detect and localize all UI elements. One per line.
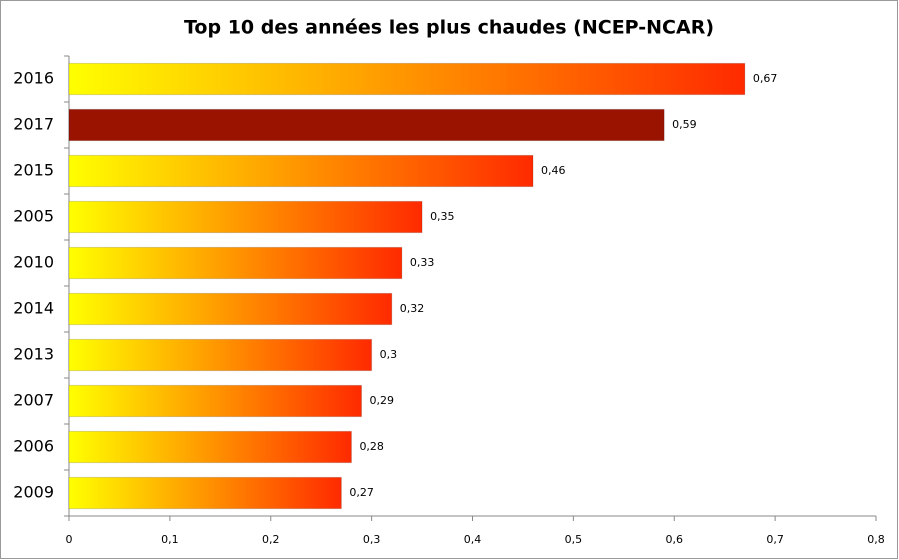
value-label: 0,27 xyxy=(349,486,374,499)
y-tick-label: 2005 xyxy=(13,207,54,226)
bar xyxy=(68,430,352,464)
x-tick-label: 0,8 xyxy=(867,533,885,546)
bar xyxy=(68,108,665,142)
bar xyxy=(68,476,342,510)
x-tick-label: 0,7 xyxy=(766,533,784,546)
bar xyxy=(68,246,403,280)
x-tick-label: 0,3 xyxy=(363,533,381,546)
y-tick-label: 2006 xyxy=(13,437,54,456)
chart-title: Top 10 des années les plus chaudes (NCEP… xyxy=(184,17,714,39)
x-tick-label: 0 xyxy=(66,533,73,546)
x-tick-label: 0,5 xyxy=(565,533,583,546)
bar xyxy=(68,292,393,326)
y-tick-label: 2014 xyxy=(13,299,54,318)
bar xyxy=(68,384,363,418)
y-tick-label: 2013 xyxy=(13,345,54,364)
y-tick-label: 2009 xyxy=(13,483,54,502)
x-tick-label: 0,4 xyxy=(464,533,482,546)
value-label: 0,35 xyxy=(430,210,455,223)
value-label: 0,59 xyxy=(672,118,697,131)
value-label: 0,32 xyxy=(400,302,425,315)
y-tick-label: 2010 xyxy=(13,253,54,272)
y-tick-label: 2017 xyxy=(13,115,54,134)
value-label: 0,28 xyxy=(359,440,384,453)
value-label: 0,3 xyxy=(380,348,398,361)
y-tick-label: 2016 xyxy=(13,69,54,88)
value-label: 0,46 xyxy=(541,164,566,177)
value-label: 0,29 xyxy=(370,394,395,407)
bar xyxy=(68,154,534,188)
x-tick-label: 0,6 xyxy=(666,533,684,546)
bar xyxy=(68,62,746,96)
bar xyxy=(68,338,373,372)
y-tick-label: 2007 xyxy=(13,391,54,410)
value-label: 0,67 xyxy=(753,72,778,85)
x-tick-label: 0,2 xyxy=(262,533,280,546)
x-tick-label: 0,1 xyxy=(161,533,179,546)
y-tick-label: 2015 xyxy=(13,161,54,180)
bar xyxy=(68,200,423,234)
value-label: 0,33 xyxy=(410,256,435,269)
